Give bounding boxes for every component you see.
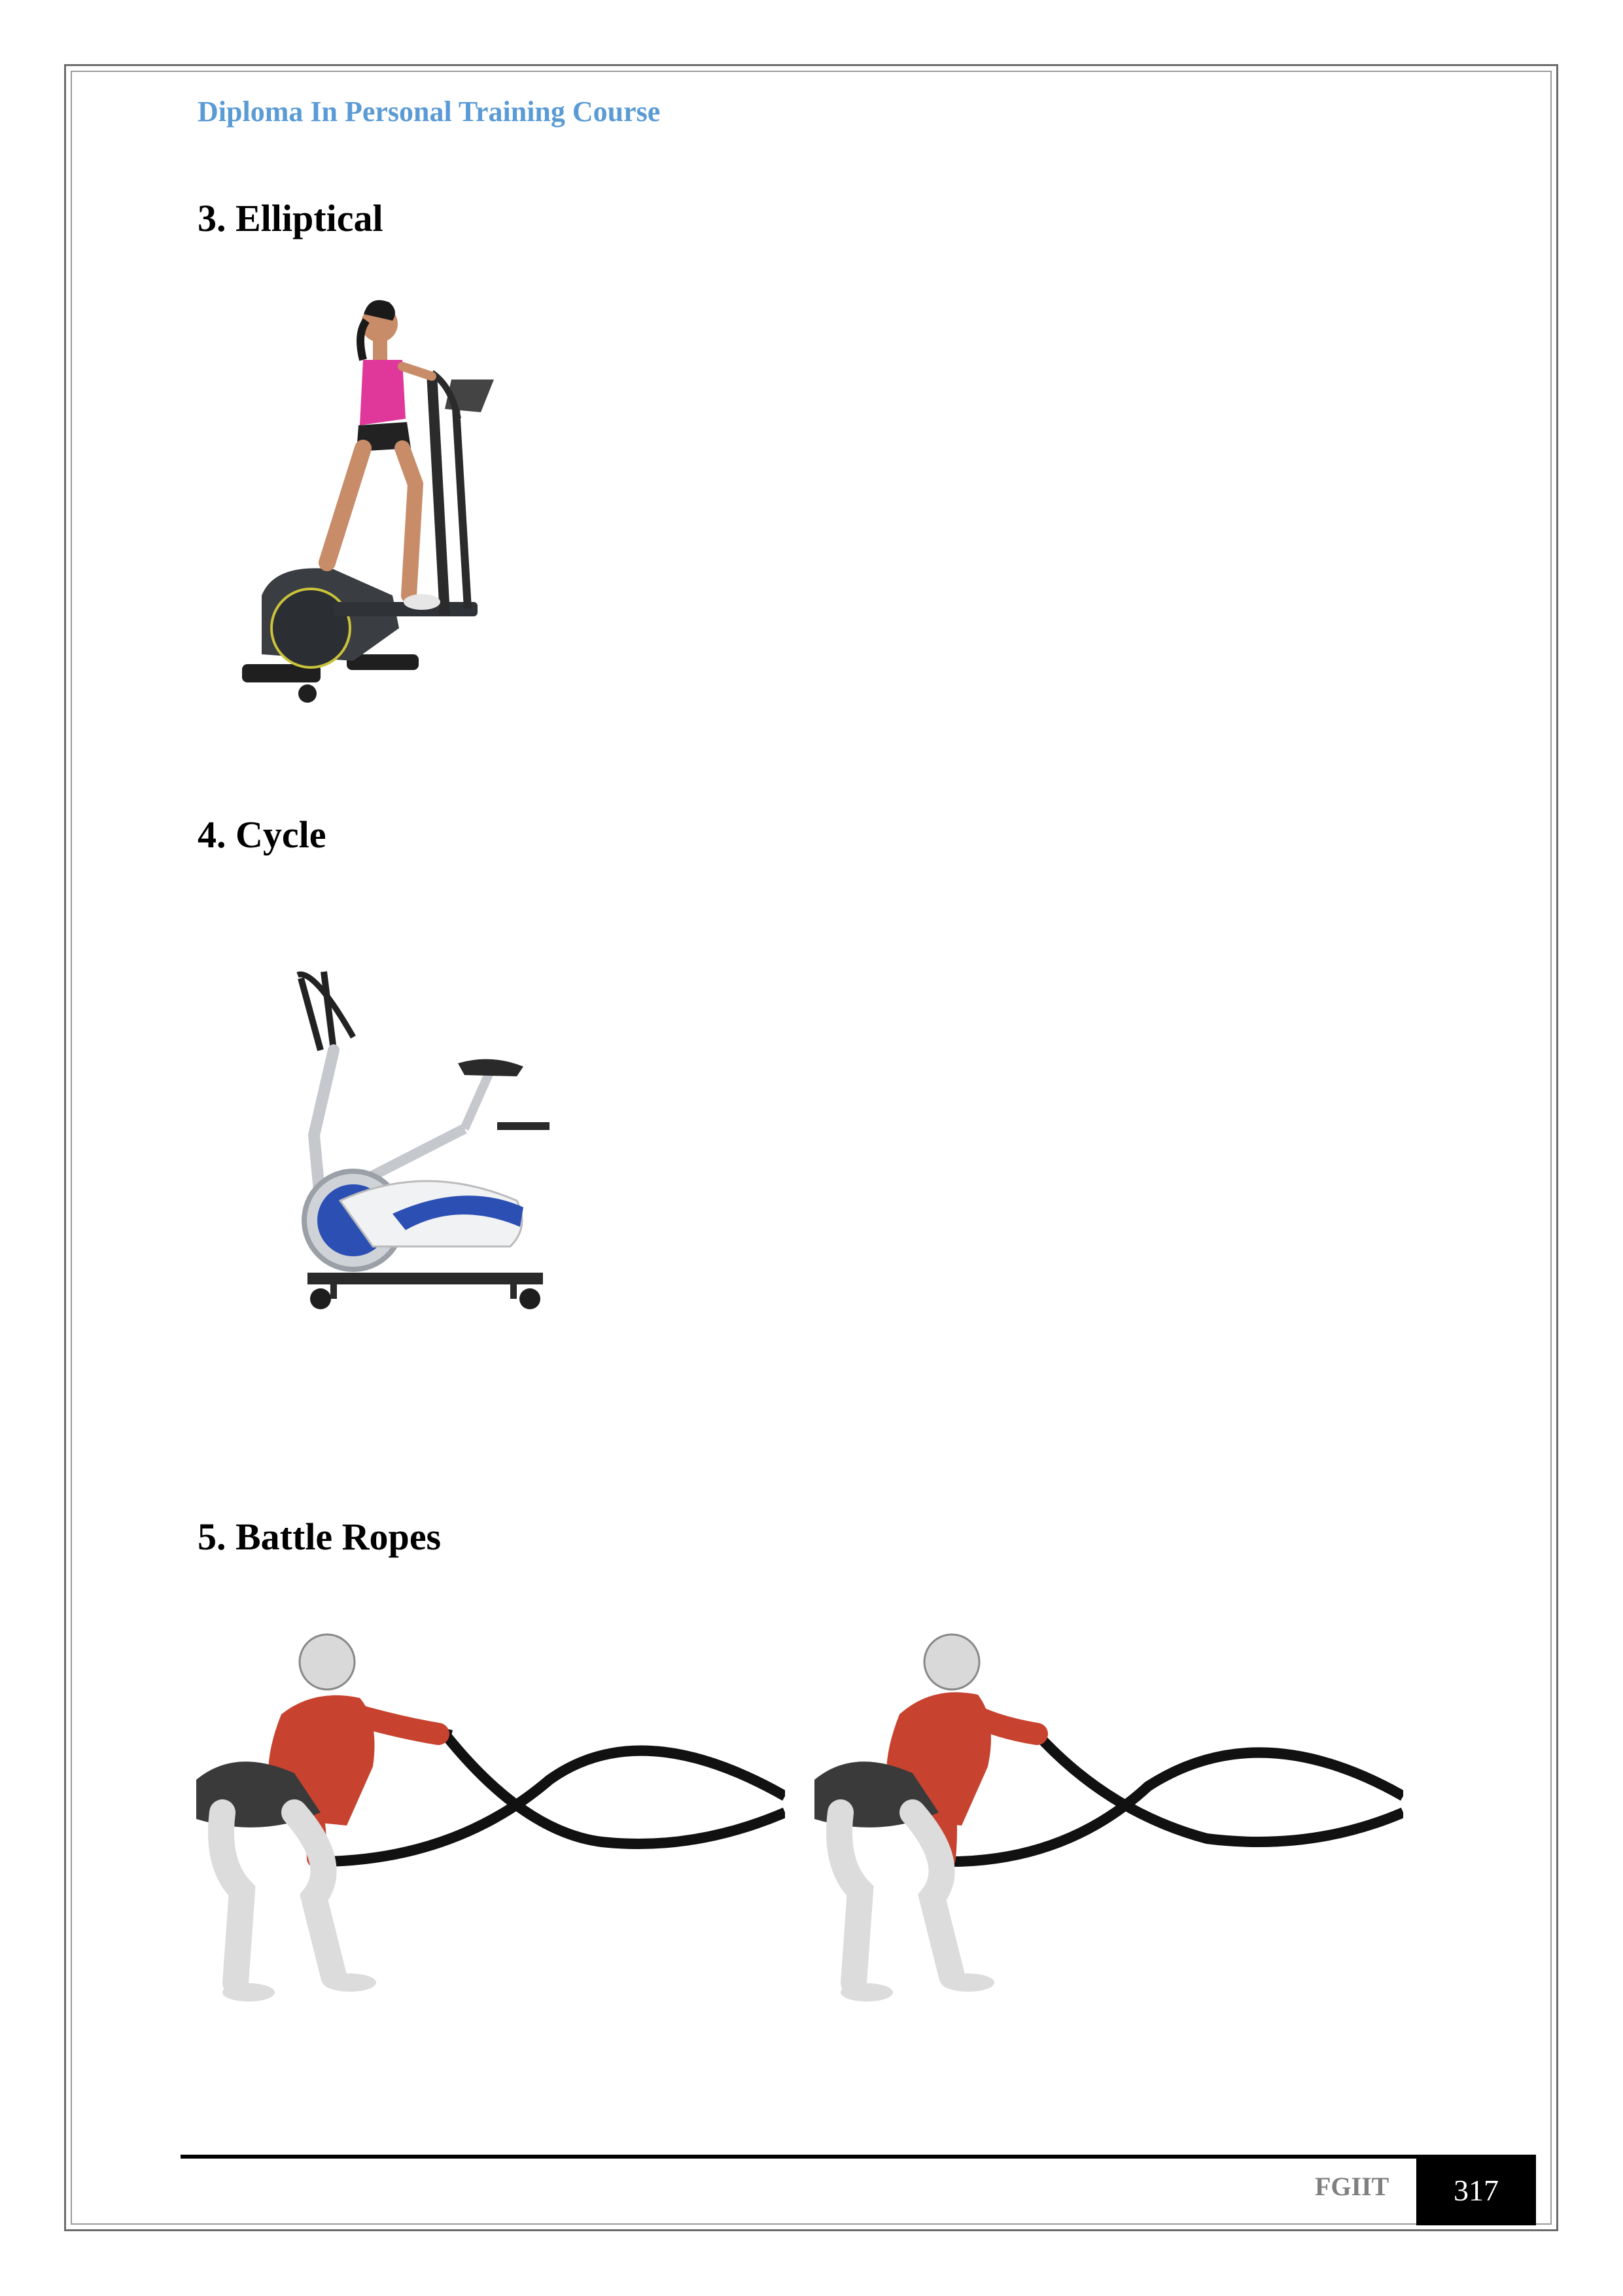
cycle-illustration [296,971,550,1309]
battle-ropes-illustration-left [196,1633,785,2002]
page-border-inner [71,71,1552,2225]
section-heading-battle-ropes: 5. Battle Ropes [198,1515,442,1558]
page-number: 317 [1454,2173,1499,2207]
footer-divider [181,2155,1417,2159]
elliptical-illustration [242,300,494,703]
page-number-box: 317 [1416,2155,1536,2225]
footer-org-name: FGIIT [1315,2172,1389,2201]
page-border-outer [64,64,1558,2231]
section-heading-cycle: 4. Cycle [198,813,326,856]
battle-ropes-illustration-right [814,1633,1403,2002]
course-header: Diploma In Personal Training Course [198,96,661,128]
section-heading-elliptical: 3. Elliptical [198,197,383,239]
